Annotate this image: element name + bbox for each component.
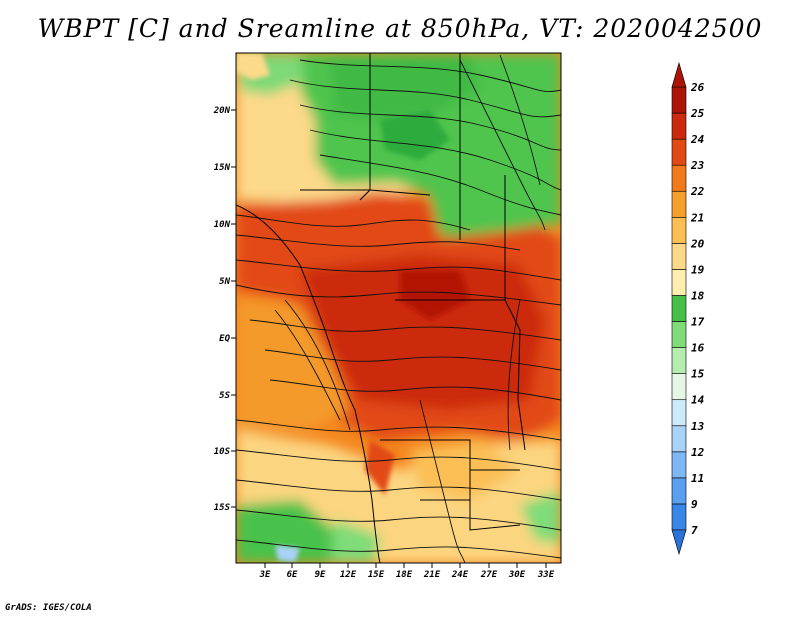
colorbar-swatch (671, 503, 687, 531)
plot-frame (235, 52, 562, 564)
colorbar-label: 14 (691, 394, 705, 407)
colorbar-label: 23 (690, 159, 705, 172)
lon-tick-label: 12E (340, 570, 357, 580)
colorbar-label: 20 (690, 237, 705, 250)
colorbar-swatch (671, 477, 687, 505)
lat-tick-label: 15N (214, 163, 231, 173)
lon-tick-label: 6E (287, 570, 298, 580)
lat-tick-label: EQ (219, 334, 230, 344)
colorbar-label: 18 (691, 289, 705, 302)
colorbar-swatch (671, 399, 687, 427)
lon-tick-label: 18E (396, 570, 413, 580)
lat-tick-label: 5N (219, 277, 230, 287)
colorbar-swatch (671, 190, 687, 218)
colorbar-label: 19 (691, 263, 705, 276)
colorbar-swatch (671, 216, 687, 244)
lon-tick-label: 21E (423, 570, 441, 580)
lat-tick-label: 15S (214, 503, 231, 513)
colorbar-label: 22 (690, 185, 705, 198)
wbpt-field (236, 53, 561, 563)
plot-title: WBPT [C] and Sreamline at 850hPa, VT: 20… (37, 14, 763, 43)
lon-tick-label: 3E (259, 570, 271, 580)
lat-tick-label: 5S (219, 391, 230, 401)
colorbar-label: 17 (691, 316, 705, 329)
lat-tick-label: 20N (213, 106, 231, 116)
lat-tick-label: 10S (214, 447, 231, 457)
colorbar-swatch (671, 86, 687, 114)
colorbar-swatch (671, 269, 687, 296)
colorbar-swatch (671, 347, 687, 374)
colorbar-label: 25 (690, 107, 705, 120)
lon-tick-label: 30E (508, 570, 526, 580)
colorbar-label: 9 (691, 498, 698, 511)
colorbar-swatch (671, 373, 687, 401)
colorbar-swatch (671, 243, 687, 270)
colorbar-low-arrow (671, 529, 687, 556)
colorbar-swatch (671, 138, 687, 166)
streamlines (236, 54, 561, 563)
colorbar-label: 16 (691, 342, 705, 355)
lon-tick-label: 33E (537, 570, 555, 580)
lon-tick-label: 15E (368, 570, 385, 580)
colorbar-swatch (671, 112, 687, 140)
colorbar: 7 9 11 12 13 14 15 16 17 18 19 20 21 22 23 24 25 26 (671, 61, 705, 556)
lon-tick-label: 24E (451, 570, 469, 580)
colorbar-swatch (671, 164, 687, 192)
colorbar-label: 26 (690, 81, 705, 94)
lon-tick-label: 27E (480, 570, 498, 580)
colorbar-swatch (671, 451, 687, 479)
colorbar-label: 13 (691, 420, 705, 433)
colorbar-label: 24 (690, 133, 705, 146)
colorbar-label: 21 (690, 211, 704, 224)
colorbar-swatch (671, 321, 687, 348)
lon-axis: 3E 6E 9E 12E 15E 18E 21E 24E 27E 30E 33E (259, 563, 555, 580)
lon-tick-label: 9E (315, 570, 326, 580)
lat-tick-label: 10N (214, 220, 231, 230)
colorbar-label: 11 (691, 472, 704, 485)
colorbar-label: 7 (691, 524, 698, 537)
colorbar-high-arrow (671, 61, 687, 88)
country-borders (236, 53, 526, 563)
colorbar-label: 12 (691, 446, 705, 459)
grads-credit: GrADS: IGES/COLA (5, 603, 92, 613)
colorbar-swatch (671, 295, 687, 322)
lat-axis: 20N 15N 10N 5N EQ 5S 10S 15S (213, 106, 236, 513)
colorbar-swatch (671, 425, 687, 453)
colorbar-label: 15 (691, 368, 705, 381)
